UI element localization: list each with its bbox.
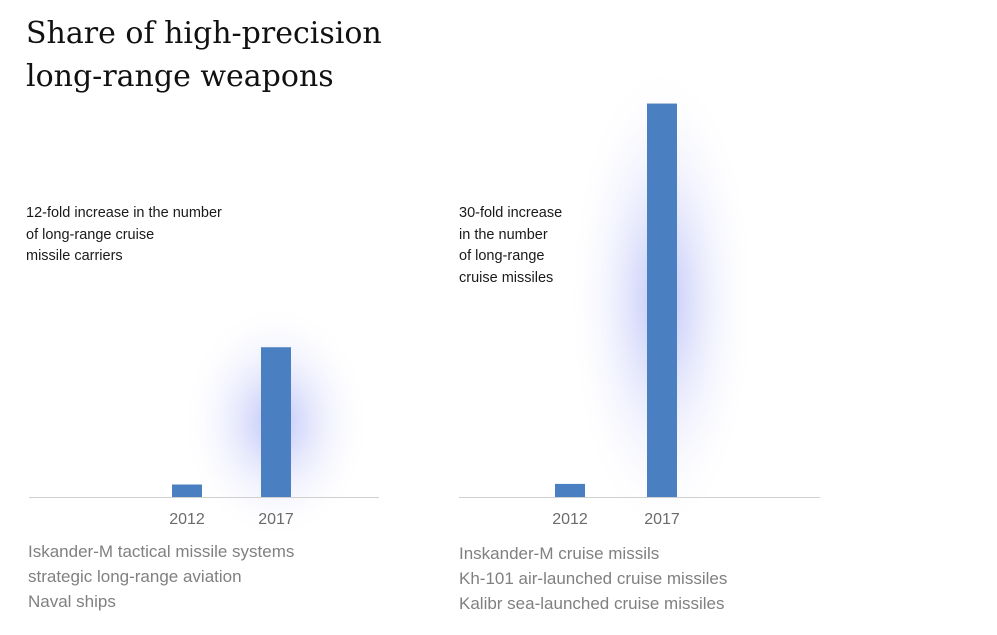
annotation-line: of long-range [459,248,545,264]
caption-line: Kalibr sea-launched cruise missiles [459,594,725,613]
annotation-line: of long-range cruise [26,226,155,243]
chart-title: Share of high-precision long-range weapo… [26,12,446,98]
annotation-line: missile carriers [26,248,123,264]
caption-line: Naval ships [28,592,116,611]
caption-line: Iskander-M tactical missile systems [28,542,295,561]
x-tick-label: 2012 [169,511,205,528]
bar-2012 [172,484,202,497]
annotation-missiles: 30-fold increase in the number of long-r… [459,203,562,289]
caption-carriers: Iskander-M tactical missile systems stra… [28,539,294,614]
bar-2017 [261,347,291,497]
chart-carriers: 2012 2017 [29,302,379,542]
annotation-carriers: 12-fold increase in the number of long-r… [26,203,222,268]
caption-line: Kh-101 air-launched cruise missiles [459,569,728,588]
title-line-2: long-range weapons [26,59,334,94]
bar-2017 [647,103,677,498]
caption-line: Inskander-M cruise missils [459,544,660,563]
caption-missiles: Inskander-M cruise missils Kh-101 air-la… [459,541,727,616]
caption-line: strategic long-range aviation [28,567,242,586]
x-tick-label: 2017 [258,511,294,528]
annotation-line: cruise missiles [459,269,554,286]
annotation-line: 30-fold increase [459,205,563,221]
bar-2012 [555,483,585,497]
annotation-line: in the number [459,226,548,243]
x-tick-label: 2012 [552,511,588,528]
title-line-1: Share of high-precision [26,16,382,51]
annotation-line: 12-fold increase in the number [26,205,222,221]
x-tick-label: 2017 [644,511,680,528]
chart-missiles: 2012 2017 [459,58,820,542]
